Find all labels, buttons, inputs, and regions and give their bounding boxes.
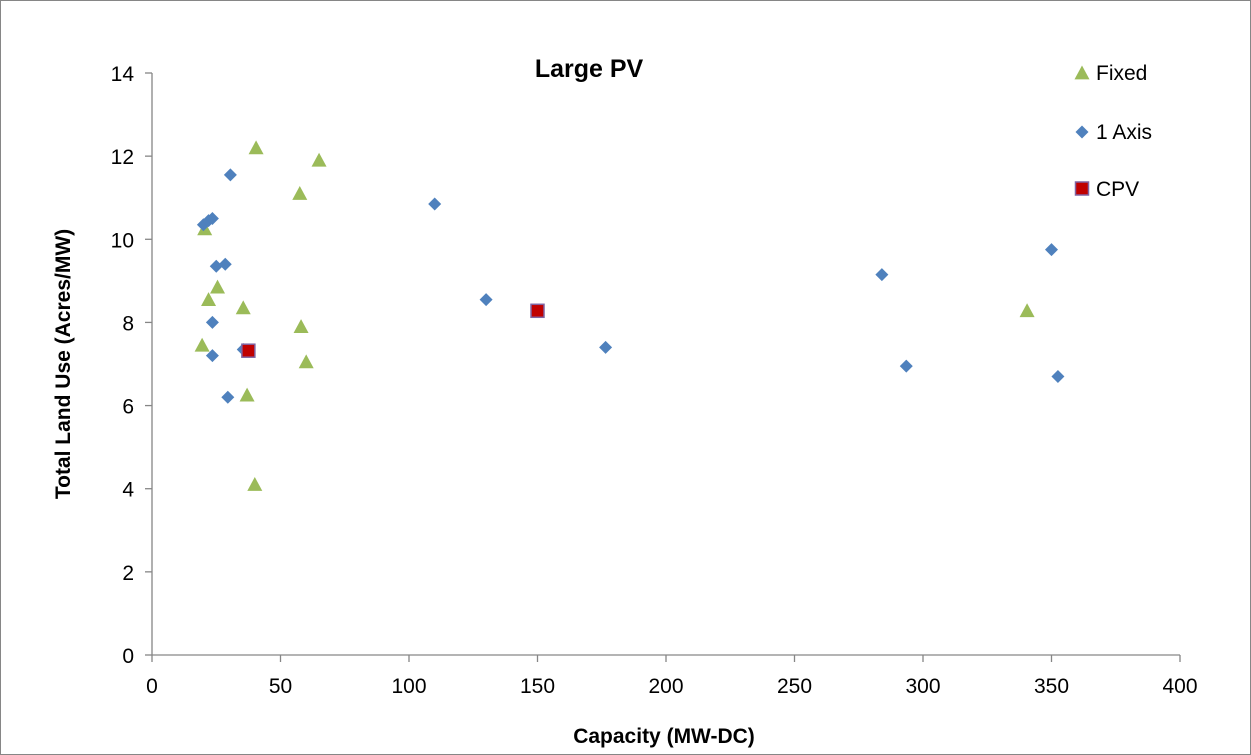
x-tick-label: 300 <box>905 675 940 698</box>
data-point-fixed <box>239 387 255 402</box>
legend-marker-fixed <box>1074 65 1090 80</box>
data-point-1-axis <box>205 212 219 225</box>
data-point-fixed <box>194 337 210 352</box>
data-point-fixed <box>311 152 327 167</box>
data-point-1-axis <box>899 359 913 373</box>
y-tick-label: 12 <box>111 146 134 169</box>
data-point-1-axis <box>599 340 613 354</box>
data-point-fixed <box>298 354 314 369</box>
x-tick-label: 200 <box>648 675 683 698</box>
x-tick-label: 100 <box>391 675 426 698</box>
x-tick-label: 250 <box>777 675 812 698</box>
x-axis-ticks: 0 50 100 150 200 250 300 350 400 <box>146 655 1198 698</box>
data-point-fixed <box>235 300 251 315</box>
x-tick-label: 350 <box>1034 675 1069 698</box>
data-point-fixed <box>293 319 309 333</box>
chart-title: Large PV <box>535 55 644 83</box>
x-tick-label: 50 <box>269 675 292 698</box>
legend-item-cpv: CPV <box>1074 178 1139 201</box>
legend-item-1-axis: 1 Axis <box>1075 121 1152 144</box>
data-point-1-axis <box>205 349 219 363</box>
y-tick-label: 14 <box>111 63 135 86</box>
data-point-1-axis <box>428 197 442 211</box>
data-point-1-axis <box>209 259 223 273</box>
legend-label-fixed: Fixed <box>1096 62 1147 85</box>
y-axis-title: Total Land Use (Acres/MW) <box>52 229 75 499</box>
y-tick-label: 8 <box>122 312 134 335</box>
data-point-1-axis <box>479 293 493 307</box>
legend-item-fixed: Fixed <box>1074 62 1147 85</box>
data-point-1-axis <box>218 257 232 271</box>
legend: Fixed 1 Axis CPV <box>1074 62 1152 201</box>
data-point-1-axis <box>223 168 237 182</box>
data-point-fixed <box>210 279 226 294</box>
y-tick-label: 4 <box>122 479 134 502</box>
legend-marker-cpv <box>1074 181 1090 196</box>
y-tick-label: 10 <box>111 229 134 252</box>
y-tick-label: 6 <box>122 396 134 419</box>
series-cpv <box>241 303 545 358</box>
legend-label-cpv: CPV <box>1096 178 1139 201</box>
data-point-cpv <box>530 303 545 319</box>
data-point-1-axis <box>1051 369 1065 383</box>
data-point-1-axis <box>221 390 235 404</box>
series-fixed <box>194 140 1035 491</box>
data-point-fixed <box>201 292 217 306</box>
data-points <box>194 140 1065 491</box>
y-tick-label: 2 <box>122 562 134 585</box>
data-point-cpv <box>241 343 256 358</box>
data-point-fixed <box>247 477 263 491</box>
series-1-axis <box>196 168 1065 404</box>
legend-label-1-axis: 1 Axis <box>1096 121 1152 144</box>
legend-marker-1-axis <box>1075 125 1089 139</box>
data-point-fixed <box>248 140 264 155</box>
x-tick-label: 0 <box>146 675 158 698</box>
x-tick-label: 400 <box>1162 675 1197 698</box>
x-tick-label: 150 <box>520 675 555 698</box>
y-tick-label: 0 <box>122 645 134 668</box>
data-point-1-axis <box>205 315 219 329</box>
axes: 0 50 100 150 200 250 300 350 400 0 2 4 6 8 10 12 14 <box>111 63 1198 698</box>
data-point-fixed <box>1019 303 1035 318</box>
x-axis-title: Capacity (MW-DC) <box>573 725 755 748</box>
data-point-1-axis <box>875 268 889 282</box>
data-point-fixed <box>292 186 308 200</box>
y-axis-ticks: 0 2 4 6 8 10 12 14 <box>111 63 152 668</box>
data-point-1-axis <box>1045 243 1058 257</box>
